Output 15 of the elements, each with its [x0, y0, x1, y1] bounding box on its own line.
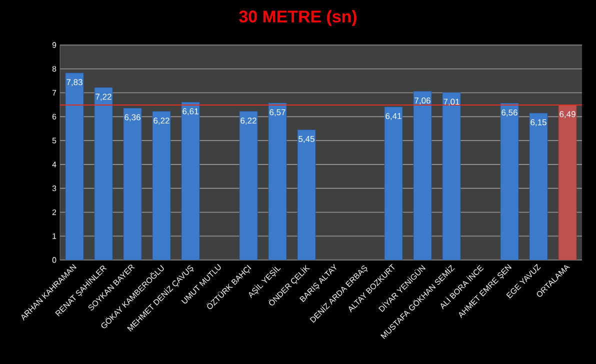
- data-label: 6,57: [270, 109, 286, 116]
- data-label: 7,06: [414, 98, 430, 105]
- data-label: 7,83: [66, 79, 82, 86]
- data-label: 7,01: [444, 98, 460, 106]
- data-label: 6,15: [530, 119, 546, 126]
- data-label: 6,56: [502, 109, 518, 116]
- data-label: 6,36: [124, 114, 140, 122]
- data-label: 6,41: [386, 113, 402, 120]
- data-label: 6,61: [182, 108, 198, 116]
- data-label: 6,22: [240, 118, 256, 125]
- chart-title: 30 METRE (sn): [239, 10, 356, 26]
- data-label: 6,49: [560, 111, 576, 118]
- data-label: 6,22: [154, 118, 170, 125]
- data-label: 5,45: [298, 136, 314, 143]
- data-label: 7,22: [96, 94, 112, 101]
